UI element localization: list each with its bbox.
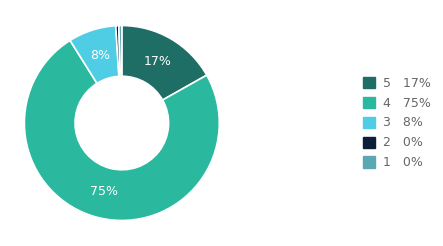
Text: 17%: 17% xyxy=(144,55,171,68)
Wedge shape xyxy=(24,40,219,220)
Text: 8%: 8% xyxy=(90,49,110,62)
Text: 75%: 75% xyxy=(90,185,118,199)
Wedge shape xyxy=(119,26,122,76)
Wedge shape xyxy=(70,26,119,83)
Legend: 5   17%, 4   75%, 3   8%, 2   0%, 1   0%: 5 17%, 4 75%, 3 8%, 2 0%, 1 0% xyxy=(356,71,437,175)
Wedge shape xyxy=(122,26,207,100)
Wedge shape xyxy=(116,26,120,76)
